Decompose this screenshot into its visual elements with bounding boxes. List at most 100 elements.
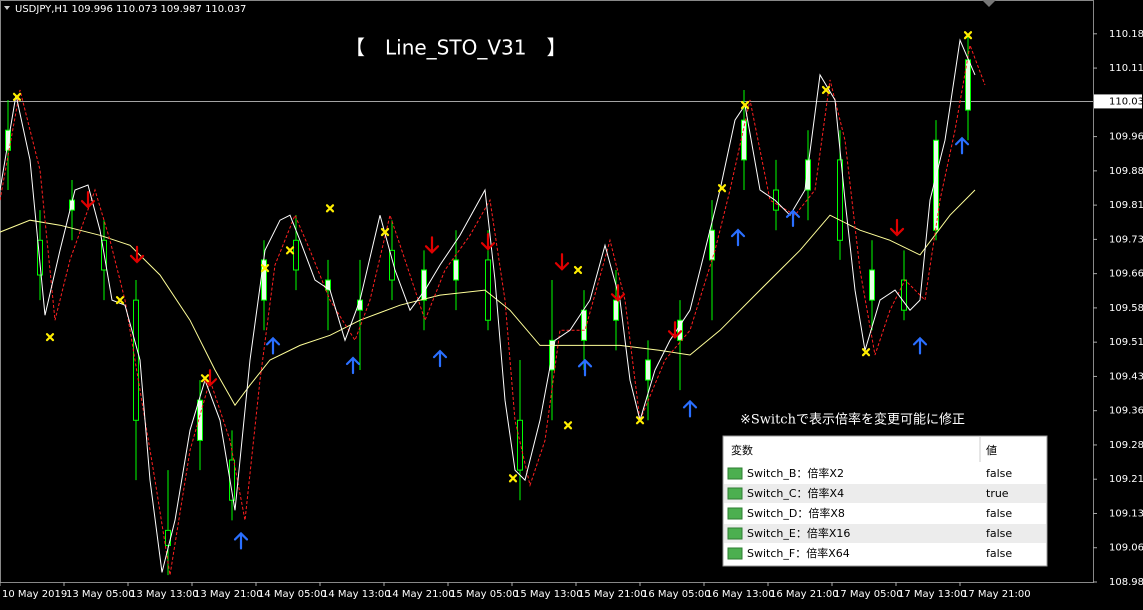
- cross-mark: [563, 421, 573, 430]
- cross-mark: [285, 246, 295, 255]
- y-tick-label: 109.060: [1109, 543, 1143, 554]
- x-tick-label: 17 May 21:00: [962, 589, 1031, 600]
- candle-body: [325, 279, 331, 291]
- cross-mark: [963, 31, 973, 40]
- buy-arrow: [233, 531, 249, 550]
- y-tick-label: 109.885: [1109, 166, 1143, 177]
- candle-body: [485, 259, 491, 321]
- x-tick-label: 10 May 2019: [2, 589, 67, 600]
- x-tick-label: 16 May 05:00: [642, 589, 711, 600]
- buy-arrow: [912, 336, 928, 355]
- sell-arrow: [424, 236, 440, 254]
- buy-arrow: [432, 349, 448, 368]
- cross-mark: [260, 264, 270, 273]
- y-tick-label: 109.585: [1109, 303, 1143, 314]
- cross-mark: [45, 333, 55, 342]
- sell-arrow: [889, 218, 905, 237]
- candle-body: [645, 359, 651, 381]
- x-tick-label: 13 May 21:00: [194, 589, 263, 600]
- param-value: false: [986, 467, 1012, 480]
- param-name: Switch_F：倍率X64: [747, 546, 850, 560]
- cross-mark: [573, 265, 583, 275]
- cross-mark: [325, 204, 335, 213]
- sell-arrow: [202, 369, 218, 387]
- x-tick-label: 14 May 05:00: [258, 589, 327, 600]
- menu-triangle[interactable]: [4, 6, 10, 10]
- x-tick-label: 13 May 13:00: [130, 589, 199, 600]
- candle-body: [389, 249, 395, 281]
- x-tick-label: 14 May 21:00: [386, 589, 455, 600]
- candle-body: [133, 299, 139, 421]
- y-tick-label: 109.435: [1109, 371, 1143, 382]
- plot-frame: [0, 0, 1094, 583]
- price-box: [1094, 94, 1142, 109]
- table-row: [724, 524, 1046, 543]
- buy-arrow: [265, 336, 281, 355]
- cross-mark: [821, 85, 831, 95]
- candle-body: [197, 399, 203, 441]
- table-header: 変数: [731, 443, 753, 457]
- param-value: false: [986, 507, 1012, 520]
- y-tick-label: 109.210: [1109, 474, 1143, 485]
- y-tick-label: 109.510: [1109, 337, 1143, 348]
- x-tick-label: 14 May 13:00: [322, 589, 391, 600]
- table-row: [724, 504, 1046, 523]
- candle-body: [933, 139, 939, 231]
- candle-body: [37, 239, 43, 276]
- candle-body: [805, 159, 811, 191]
- plot: [0, 31, 1093, 576]
- cross-mark: [200, 374, 210, 383]
- param-value: true: [986, 487, 1009, 500]
- param-value: false: [986, 547, 1012, 560]
- table-header: 値: [986, 444, 997, 457]
- param-name: Switch_D：倍率X8: [747, 506, 845, 520]
- candle-body: [901, 279, 907, 311]
- candle-body: [453, 259, 459, 281]
- sell-arrow: [554, 253, 570, 271]
- candle-body: [421, 269, 427, 301]
- cross-mark: [740, 100, 750, 110]
- indicator-line: [0, 189, 976, 407]
- y-tick-label: 108.985: [1109, 577, 1143, 588]
- buy-arrow: [577, 358, 593, 377]
- y-tick-label: 109.285: [1109, 440, 1143, 451]
- candle-body: [869, 269, 875, 301]
- x-tick-label: 15 May 05:00: [450, 589, 519, 600]
- y-tick-label: 109.960: [1109, 132, 1143, 143]
- row-icon: [727, 527, 743, 540]
- row-icon: [727, 467, 743, 480]
- y-tick-label: 109.660: [1109, 269, 1143, 280]
- indicator-line: [0, 43, 986, 576]
- cross-mark: [380, 227, 390, 237]
- row-icon: [727, 507, 743, 520]
- indicator-title: 【 Line_STO_V31 】: [345, 36, 566, 60]
- price-label: 110.037: [1109, 96, 1143, 107]
- candle-body: [773, 189, 779, 211]
- cross-mark: [115, 296, 125, 305]
- param-name: Switch_C：倍率X4: [747, 486, 844, 500]
- table-row: [724, 464, 1046, 483]
- x-tick-label: 17 May 13:00: [898, 589, 967, 600]
- x-tick-label: 16 May 21:00: [770, 589, 839, 600]
- row-icon: [727, 487, 743, 500]
- cross-mark: [717, 184, 727, 193]
- param-name: Switch_B：倍率X2: [747, 466, 844, 480]
- x-tick-label: 15 May 21:00: [578, 589, 647, 600]
- y-tick-label: 109.735: [1109, 234, 1143, 245]
- y-tick-label: 110.185: [1109, 29, 1143, 40]
- table-row: [724, 544, 1046, 563]
- cross-mark: [508, 474, 518, 483]
- sell-arrow: [667, 321, 683, 339]
- param-name: Switch_E：倍率X16: [747, 526, 850, 540]
- candle-body: [293, 239, 299, 271]
- table-row: [724, 484, 1046, 503]
- shift-marker[interactable]: [982, 0, 996, 7]
- x-tick-label: 17 May 05:00: [834, 589, 903, 600]
- buy-arrow: [730, 228, 746, 247]
- buy-arrow: [345, 356, 361, 375]
- cross-mark: [635, 416, 645, 425]
- candle-body: [677, 319, 683, 341]
- cross-mark: [12, 92, 22, 101]
- note: ※Switchで表示倍率を変更可能に修正: [740, 412, 965, 428]
